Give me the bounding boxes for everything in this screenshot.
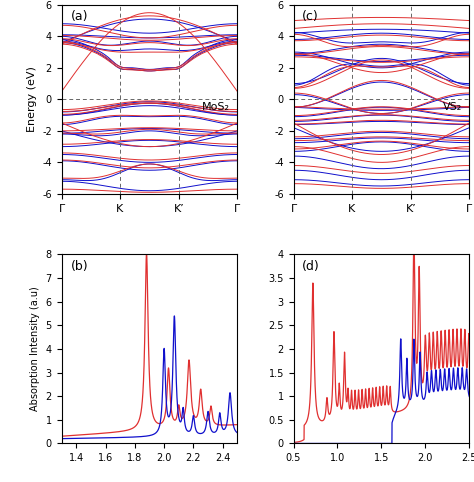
Text: (b): (b) — [71, 260, 88, 273]
Text: (a): (a) — [71, 11, 88, 24]
Text: (d): (d) — [302, 260, 320, 273]
Text: MoS₂: MoS₂ — [202, 102, 230, 112]
Y-axis label: Energy (eV): Energy (eV) — [27, 67, 36, 132]
Text: VS₂: VS₂ — [443, 102, 462, 112]
Text: (c): (c) — [302, 11, 319, 24]
Y-axis label: Absorption Intensity (a.u): Absorption Intensity (a.u) — [30, 286, 40, 411]
